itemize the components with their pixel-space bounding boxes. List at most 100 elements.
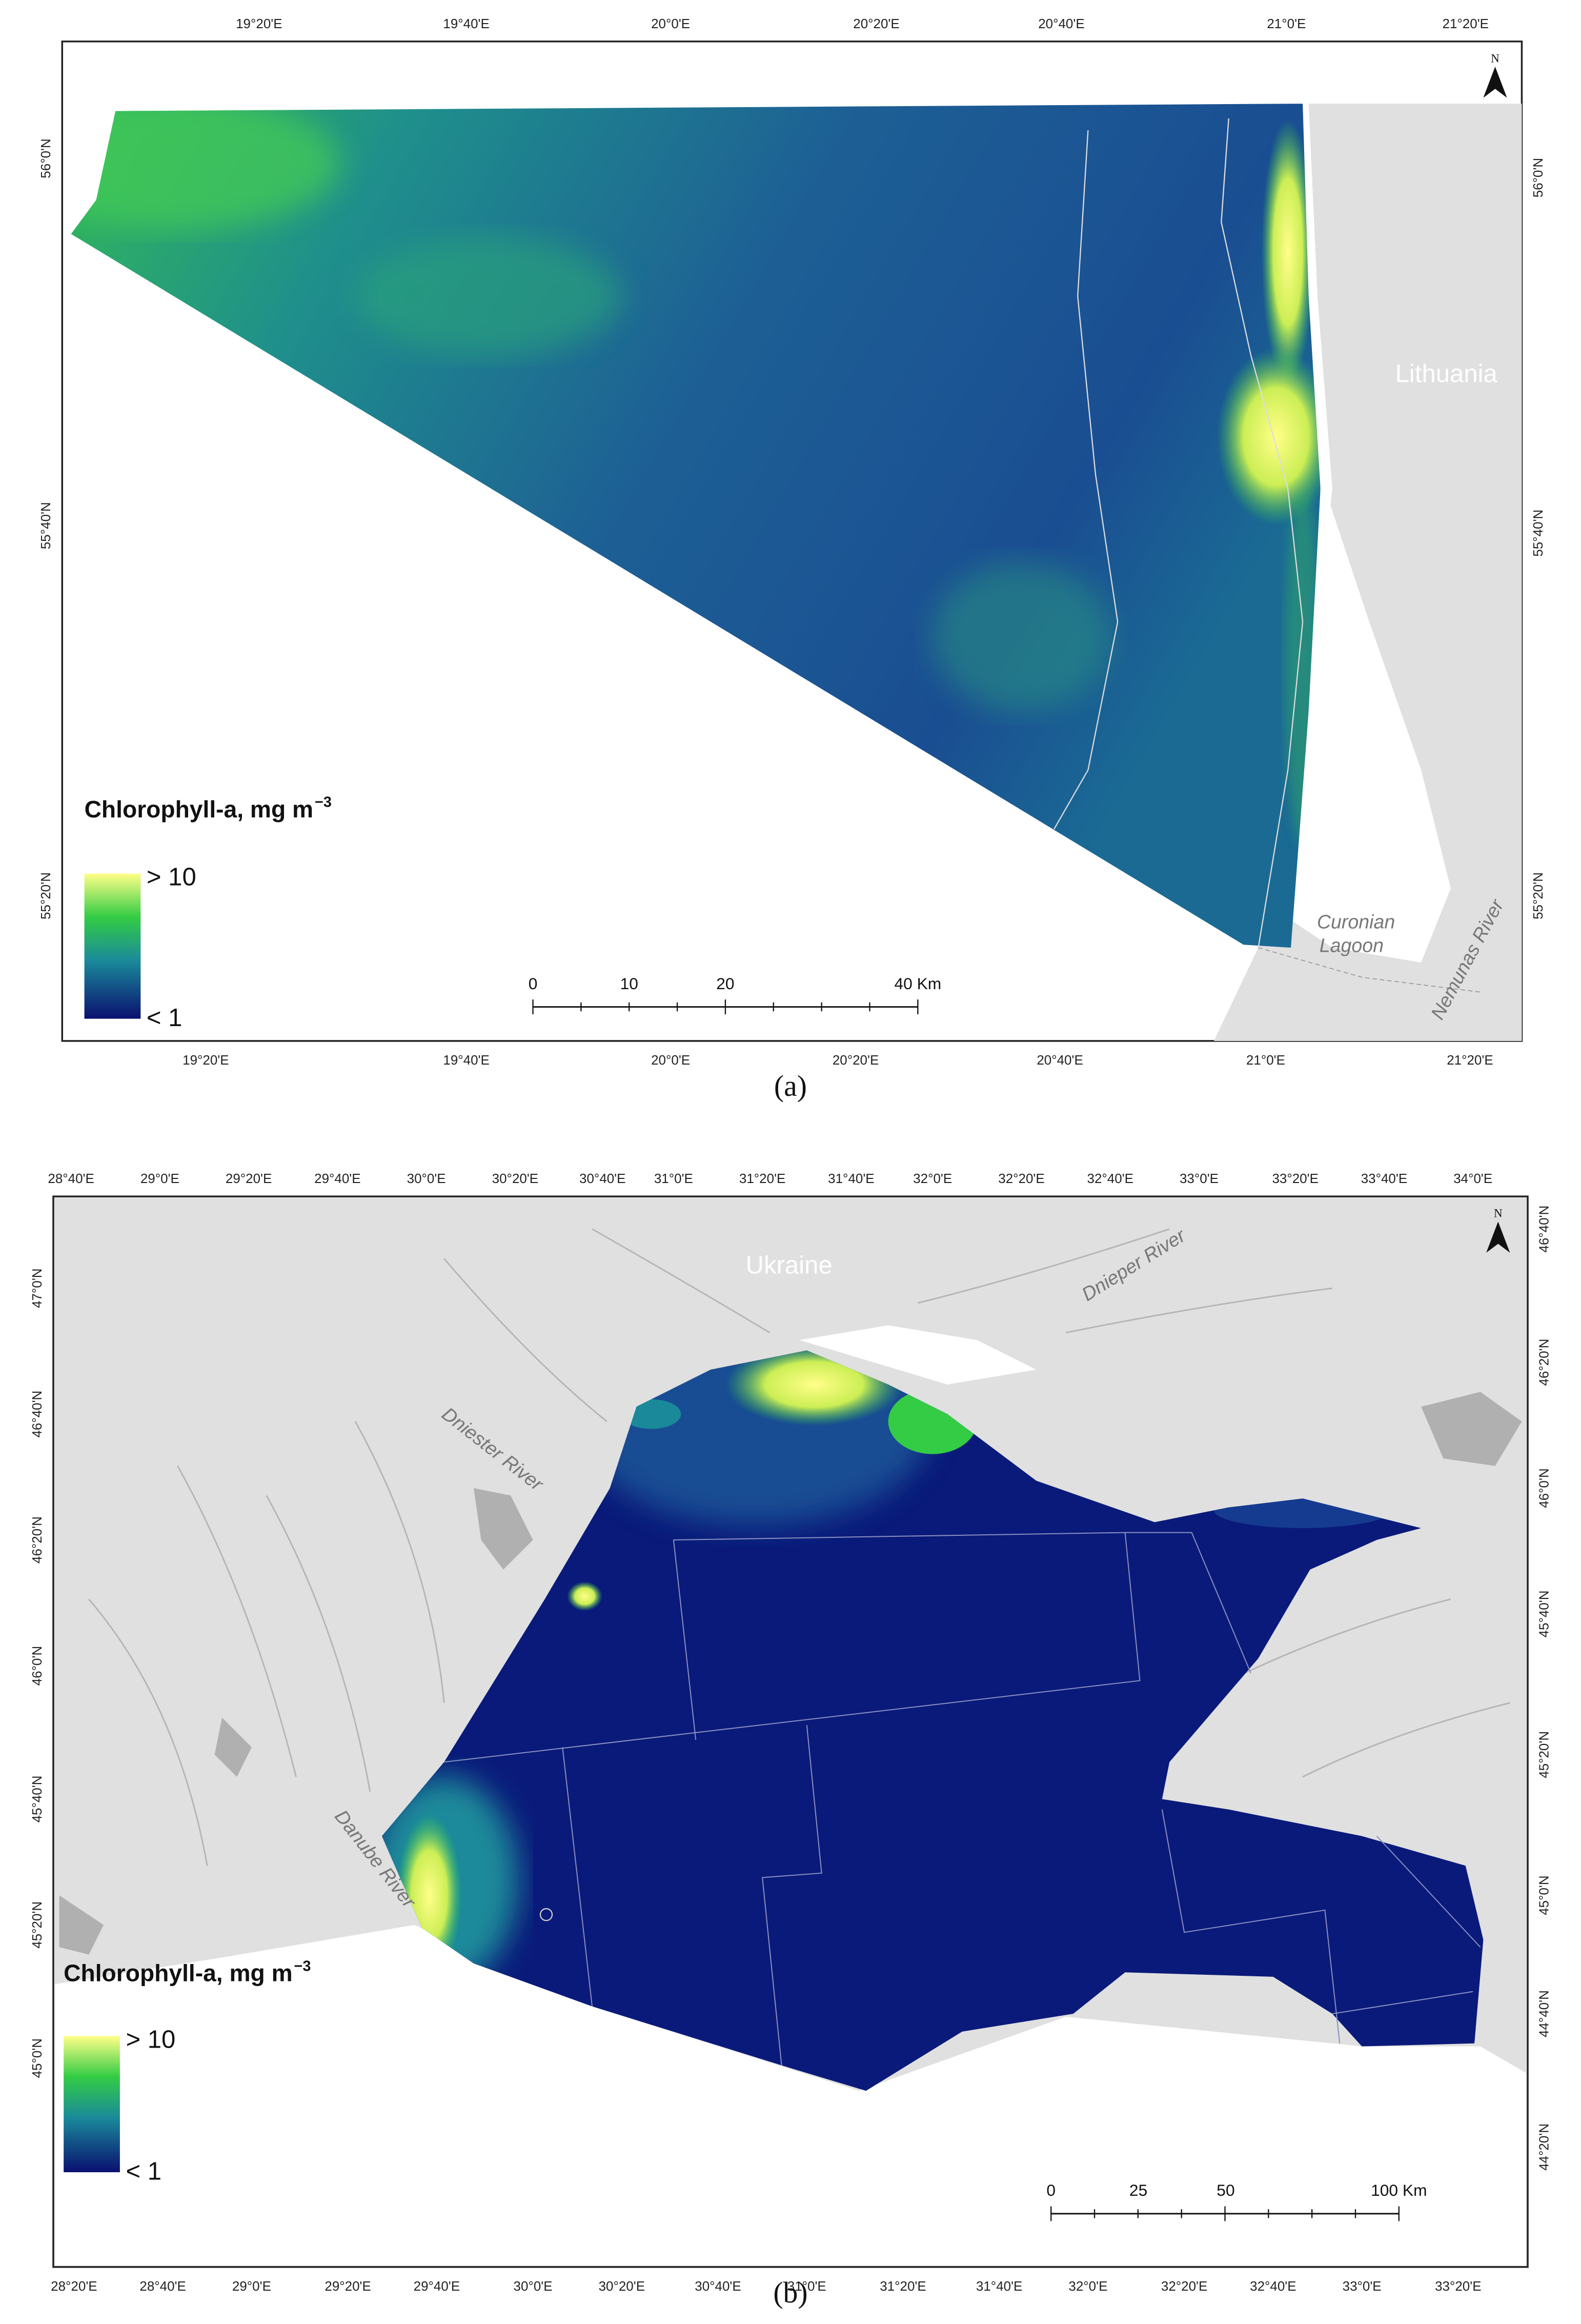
y-tick-label: 55°20'N	[38, 872, 53, 919]
x-tick-label: 31°40'E	[976, 2278, 1022, 2294]
y-tick-label: 45°40'N	[29, 1775, 45, 1822]
x-tick-label: 31°0'E	[787, 2278, 826, 2294]
lagoon	[1288, 488, 1451, 963]
scale-label: 0	[529, 974, 538, 993]
x-tick-label: 20°20'E	[833, 1052, 879, 1068]
x-tick-label: 32°0'E	[913, 1171, 952, 1186]
panel-caption: (b)	[773, 2277, 807, 2309]
x-tick-label: 19°20'E	[183, 1052, 229, 1068]
legend-title-sup: −3	[294, 1958, 311, 1974]
x-tick-label: 30°0'E	[407, 1171, 446, 1186]
legend-high: > 10	[126, 2026, 175, 2053]
place-label: Lagoon	[1320, 935, 1384, 956]
x-tick-label: 28°40'E	[139, 2278, 186, 2294]
legend-low: < 1	[126, 2157, 161, 2185]
y-tick-label: 55°20'N	[1530, 872, 1546, 919]
x-tick-label: 30°20'E	[492, 1171, 538, 1186]
x-tick-label: 31°20'E	[880, 2278, 926, 2294]
y-tick-label: 45°0'N	[1536, 1875, 1551, 1915]
x-tick-label: 30°20'E	[599, 2278, 645, 2294]
y-tick-label: 46°20'N	[1536, 1339, 1551, 1386]
north-arrow	[1483, 66, 1507, 98]
x-tick-label: 19°40'E	[443, 16, 489, 31]
x-tick-label: 29°0'E	[232, 2278, 271, 2294]
x-tick-label: 32°20'E	[1161, 2278, 1207, 2294]
x-tick-label: 21°0'E	[1246, 1052, 1285, 1068]
country-label: Lithuania	[1395, 360, 1498, 388]
legend-high: > 10	[147, 864, 196, 891]
x-tick-label: 20°0'E	[651, 1052, 690, 1068]
panel-a	[61, 41, 1523, 1042]
y-tick-label: 46°0'N	[1536, 1468, 1551, 1508]
legend-low: < 1	[147, 1004, 183, 1032]
x-tick-label: 21°0'E	[1267, 16, 1306, 31]
x-tick-label: 20°20'E	[853, 16, 899, 31]
y-tick-label: 45°40'N	[1536, 1590, 1551, 1637]
x-tick-label: 31°20'E	[739, 1171, 785, 1186]
x-tick-label: 29°0'E	[140, 1171, 179, 1186]
x-tick-label: 29°40'E	[314, 1171, 360, 1186]
x-tick-label: 30°40'E	[695, 2278, 741, 2294]
y-tick-label: 46°40'N	[1536, 1206, 1551, 1253]
x-tick-label: 29°20'E	[325, 2278, 371, 2294]
x-tick-label: 20°40'E	[1037, 1052, 1083, 1068]
y-tick-label: 44°40'N	[1536, 1990, 1551, 2037]
y-tick-label: 45°0'N	[29, 2038, 45, 2078]
x-tick-label: 33°20'E	[1435, 2278, 1481, 2294]
legend-colorbar	[84, 873, 141, 1019]
x-tick-label: 28°20'E	[51, 2278, 97, 2294]
panel-b	[52, 1195, 1529, 2268]
y-tick-label: 47°0'N	[29, 1268, 45, 1308]
y-tick-label: 44°20'N	[1536, 2123, 1551, 2171]
x-tick-label: 32°40'E	[1250, 2278, 1296, 2294]
y-tick-label: 55°40'N	[38, 502, 53, 549]
legend-colorbar	[64, 2036, 120, 2173]
land	[1213, 104, 1522, 1041]
y-tick-label: 46°40'N	[29, 1391, 45, 1438]
north-label: N	[1494, 1207, 1503, 1220]
x-tick-label: 32°20'E	[998, 1171, 1044, 1186]
x-tick-label: 19°40'E	[443, 1052, 489, 1068]
legend-title: Chlorophyll-a, mg m	[64, 1960, 293, 1987]
scale-label: 100 Km	[1371, 2181, 1427, 2199]
y-tick-label: 45°20'N	[1536, 1731, 1551, 1778]
x-tick-label: 30°40'E	[579, 1171, 625, 1186]
x-tick-label: 34°0'E	[1453, 1171, 1492, 1186]
x-tick-label: 20°40'E	[1038, 16, 1084, 31]
panel-caption: (a)	[774, 1070, 807, 1103]
x-tick-label: 30°0'E	[514, 2278, 553, 2294]
y-tick-label: 46°0'N	[29, 1646, 45, 1686]
x-tick-label: 33°40'E	[1361, 1171, 1407, 1186]
x-tick-label: 19°20'E	[236, 16, 282, 31]
y-tick-label: 56°0'N	[38, 138, 53, 178]
y-tick-label: 46°20'N	[29, 1516, 45, 1564]
x-tick-label: 21°20'E	[1447, 1052, 1493, 1068]
y-tick-label: 56°0'N	[1530, 158, 1546, 197]
x-tick-label: 33°0'E	[1180, 1171, 1219, 1186]
legend-title-sup: −3	[315, 794, 332, 811]
estuary	[799, 1325, 1037, 1385]
x-tick-label: 32°0'E	[1068, 2278, 1107, 2294]
scale-label: 10	[620, 974, 638, 993]
legend-title: Chlorophyll-a, mg m	[85, 796, 314, 823]
y-tick-label: 45°20'N	[29, 1901, 45, 1949]
place-label: Curonian	[1317, 911, 1395, 932]
scale-label: 20	[716, 974, 734, 993]
x-tick-label: 21°20'E	[1443, 16, 1489, 31]
country-label: Ukraine	[746, 1251, 833, 1279]
scale-label: 40 Km	[894, 974, 941, 993]
scale-label: 50	[1217, 2181, 1234, 2199]
x-tick-label: 33°20'E	[1272, 1171, 1318, 1186]
y-tick-label: 55°40'N	[1530, 510, 1546, 557]
x-tick-label: 29°20'E	[226, 1171, 272, 1186]
open-sea	[54, 1925, 1527, 2266]
x-tick-label: 33°0'E	[1343, 2278, 1382, 2294]
x-tick-label: 20°0'E	[651, 16, 690, 31]
x-tick-label: 29°40'E	[414, 2278, 460, 2294]
scale-label: 25	[1129, 2181, 1147, 2199]
north-arrow	[1486, 1221, 1510, 1253]
x-tick-label: 31°0'E	[654, 1171, 693, 1186]
x-tick-label: 28°40'E	[48, 1171, 94, 1186]
